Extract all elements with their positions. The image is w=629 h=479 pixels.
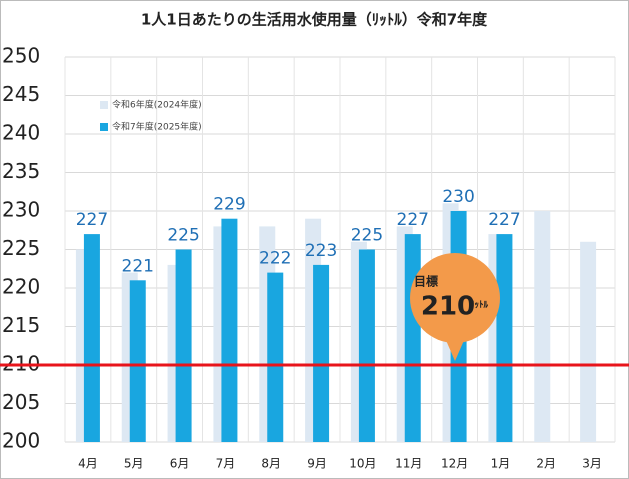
callout-pointer [445, 338, 465, 361]
data-label: 227 [488, 210, 520, 230]
x-tick-label: 2月 [536, 457, 556, 471]
y-tick-label: 250 [2, 44, 40, 68]
legend-swatch [100, 123, 108, 131]
data-label: 227 [76, 210, 108, 230]
data-label: 225 [167, 226, 199, 246]
legend-swatch [100, 101, 108, 109]
x-tick-label: 9月 [307, 457, 327, 471]
bar [175, 249, 192, 442]
legend-label: 令和6年度(2024年度) [112, 99, 202, 111]
bar [496, 234, 513, 442]
legend-label: 令和7年度(2025年度) [112, 121, 202, 133]
data-label: 230 [442, 187, 474, 207]
data-label: 227 [397, 210, 429, 230]
y-tick-label: 215 [2, 313, 40, 337]
bar [83, 234, 100, 442]
callout-unit: ﾘｯﾄﾙ [470, 300, 489, 311]
data-label: 229 [213, 195, 245, 215]
callout-value: 210 [421, 292, 475, 322]
bar [534, 211, 551, 442]
y-tick-label: 235 [2, 159, 40, 183]
x-tick-label: 4月 [78, 457, 98, 471]
x-tick-label: 11月 [395, 457, 422, 471]
bar [267, 272, 284, 442]
chart-title: 1人1日あたりの生活用水使用量（ﾘｯﾄﾙ）令和7年度 [141, 11, 488, 29]
y-tick-label: 225 [2, 236, 40, 260]
y-tick-label: 230 [2, 198, 40, 222]
x-tick-label: 5月 [124, 457, 144, 471]
callout-label: 目標 [414, 274, 438, 289]
bar [129, 280, 146, 442]
data-label: 225 [351, 226, 383, 246]
y-tick-label: 200 [2, 429, 40, 453]
data-label: 221 [122, 256, 154, 276]
x-tick-label: 6月 [170, 457, 190, 471]
y-tick-label: 240 [2, 121, 40, 145]
x-tick-label: 1月 [491, 457, 511, 471]
data-label: 223 [305, 241, 337, 261]
bar [358, 249, 375, 442]
bar [580, 241, 597, 442]
x-tick-label: 10月 [349, 457, 376, 471]
x-tick-label: 3月 [582, 457, 602, 471]
bar [313, 264, 330, 442]
x-tick-label: 7月 [216, 457, 236, 471]
y-tick-label: 205 [2, 390, 40, 414]
y-tick-label: 245 [2, 82, 40, 106]
bar [221, 218, 238, 442]
x-tick-label: 8月 [261, 457, 281, 471]
x-tick-label: 12月 [441, 457, 468, 471]
callout-bubble [410, 253, 500, 343]
bar [404, 234, 421, 442]
data-label: 222 [259, 249, 291, 269]
y-tick-label: 220 [2, 275, 40, 299]
